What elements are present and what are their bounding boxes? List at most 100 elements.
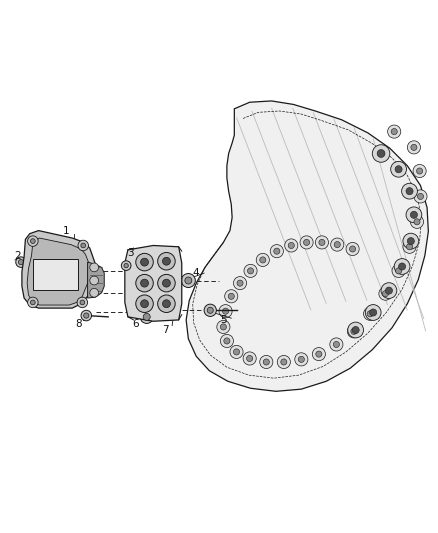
Circle shape — [391, 161, 406, 177]
Circle shape — [370, 309, 377, 316]
Circle shape — [78, 240, 88, 251]
Text: 4: 4 — [193, 268, 200, 278]
Circle shape — [260, 257, 266, 263]
Text: 3: 3 — [127, 248, 134, 259]
Circle shape — [228, 293, 234, 300]
Polygon shape — [125, 246, 182, 321]
Circle shape — [220, 324, 226, 330]
Circle shape — [333, 342, 339, 348]
Circle shape — [410, 211, 417, 219]
Circle shape — [230, 345, 243, 359]
Circle shape — [162, 300, 170, 308]
Circle shape — [16, 257, 26, 268]
Circle shape — [90, 263, 99, 272]
Circle shape — [372, 145, 390, 162]
Circle shape — [295, 353, 308, 366]
Circle shape — [124, 263, 128, 268]
Circle shape — [367, 311, 373, 317]
Circle shape — [224, 338, 230, 344]
Circle shape — [382, 290, 389, 297]
Circle shape — [136, 253, 153, 271]
Circle shape — [260, 356, 273, 368]
Circle shape — [406, 244, 413, 250]
Circle shape — [347, 325, 360, 338]
Circle shape — [410, 215, 424, 229]
Text: 7: 7 — [162, 325, 169, 335]
Circle shape — [84, 313, 89, 318]
Text: 1: 1 — [62, 225, 69, 236]
Circle shape — [256, 253, 269, 266]
Circle shape — [381, 282, 397, 298]
Text: 5: 5 — [220, 315, 227, 325]
Circle shape — [121, 261, 131, 270]
Circle shape — [395, 166, 402, 173]
Circle shape — [140, 310, 153, 324]
Circle shape — [414, 219, 420, 225]
Circle shape — [217, 320, 230, 334]
Circle shape — [158, 253, 175, 270]
Circle shape — [270, 245, 283, 258]
Circle shape — [352, 326, 359, 334]
Circle shape — [414, 190, 427, 203]
Circle shape — [417, 193, 424, 199]
Circle shape — [396, 268, 402, 274]
Circle shape — [417, 168, 423, 174]
Circle shape — [315, 236, 328, 249]
Circle shape — [319, 239, 325, 246]
Circle shape — [403, 240, 416, 253]
Circle shape — [300, 236, 313, 249]
Circle shape — [136, 274, 153, 292]
Circle shape — [223, 308, 229, 314]
Circle shape — [391, 128, 397, 135]
Circle shape — [162, 279, 170, 287]
Polygon shape — [186, 101, 428, 391]
Circle shape — [411, 144, 417, 150]
Circle shape — [185, 277, 192, 284]
Circle shape — [31, 239, 35, 244]
Circle shape — [244, 264, 257, 278]
Circle shape — [31, 300, 35, 305]
Circle shape — [385, 287, 392, 294]
Polygon shape — [22, 231, 95, 308]
Circle shape — [158, 274, 175, 292]
Circle shape — [334, 241, 340, 248]
Circle shape — [81, 243, 85, 248]
Circle shape — [406, 207, 422, 223]
Circle shape — [207, 307, 213, 313]
Circle shape — [364, 307, 377, 320]
Circle shape — [377, 150, 385, 157]
Circle shape — [379, 287, 392, 300]
Circle shape — [277, 356, 290, 368]
Circle shape — [18, 260, 24, 265]
Circle shape — [28, 236, 38, 246]
Circle shape — [281, 359, 287, 365]
Circle shape — [312, 348, 325, 361]
Circle shape — [413, 165, 426, 177]
Circle shape — [331, 238, 344, 251]
Circle shape — [143, 313, 150, 320]
Circle shape — [141, 279, 148, 287]
Circle shape — [348, 322, 364, 338]
Circle shape — [298, 356, 304, 362]
Circle shape — [402, 183, 417, 199]
Circle shape — [237, 280, 243, 286]
Polygon shape — [88, 262, 104, 298]
Circle shape — [394, 259, 410, 274]
Circle shape — [219, 304, 232, 318]
Circle shape — [90, 288, 99, 297]
Circle shape — [81, 310, 92, 321]
FancyBboxPatch shape — [33, 259, 78, 290]
Circle shape — [407, 141, 420, 154]
Circle shape — [399, 263, 406, 270]
Circle shape — [77, 297, 88, 308]
Circle shape — [346, 243, 359, 255]
Circle shape — [158, 295, 175, 312]
Circle shape — [351, 328, 357, 334]
Circle shape — [288, 243, 294, 248]
Circle shape — [243, 352, 256, 365]
Polygon shape — [27, 238, 90, 305]
Circle shape — [285, 239, 298, 252]
Circle shape — [392, 264, 405, 278]
Circle shape — [80, 300, 85, 305]
Text: 8: 8 — [75, 319, 82, 329]
